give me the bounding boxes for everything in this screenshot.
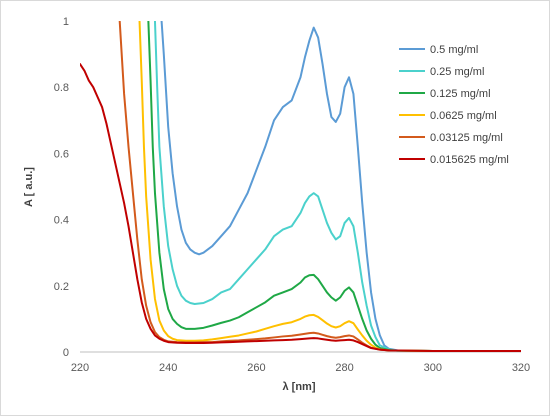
y-tick-label: 0.2: [54, 281, 69, 293]
series-line-3: [147, 21, 521, 352]
legend-item: 0.125 mg/ml: [399, 88, 491, 100]
y-tick-label: 0: [63, 347, 69, 359]
legend-item: 0.03125 mg/ml: [399, 132, 503, 144]
legend-label: 0.125 mg/ml: [430, 88, 491, 100]
legend: 0.5 mg/ml 0.25 mg/ml 0.125 mg/ml 0.0625 mg/…: [399, 44, 509, 166]
x-tick-label: 280: [335, 362, 353, 374]
series-line-1: [160, 21, 521, 352]
y-tick-label: 0.6: [54, 148, 69, 160]
series-line-5: [118, 21, 521, 352]
legend-label: 0.5 mg/ml: [430, 44, 478, 56]
series-line-6: [80, 63, 521, 352]
y-tick-label: 0.8: [54, 82, 69, 94]
legend-item: 0.0625 mg/ml: [399, 110, 497, 122]
series-line-2: [153, 21, 521, 352]
legend-label: 0.25 mg/ml: [430, 66, 484, 78]
x-tick-labels: 220 240 260 280 300 320: [71, 362, 530, 374]
y-tick-labels: 0 0.2 0.4 0.6 0.8 1: [54, 16, 69, 359]
y-tick-label: 1: [63, 16, 69, 28]
x-tick-label: 320: [512, 362, 530, 374]
x-tick-label: 300: [424, 362, 442, 374]
y-axis-title: A [ a.u.]: [23, 167, 35, 207]
plot-area: [80, 21, 521, 352]
x-axis-title: λ [nm]: [283, 381, 316, 393]
series-line-4: [138, 21, 521, 352]
legend-label: 0.0625 mg/ml: [430, 110, 497, 122]
legend-item: 0.5 mg/ml: [399, 44, 478, 56]
x-tick-label: 220: [71, 362, 89, 374]
x-tick-label: 260: [247, 362, 265, 374]
legend-label: 0.03125 mg/ml: [430, 132, 503, 144]
legend-label: 0.015625 mg/ml: [430, 154, 509, 166]
x-tick-label: 240: [159, 362, 177, 374]
legend-item: 0.015625 mg/ml: [399, 154, 509, 166]
y-tick-label: 0.4: [54, 215, 69, 227]
legend-item: 0.25 mg/ml: [399, 66, 484, 78]
